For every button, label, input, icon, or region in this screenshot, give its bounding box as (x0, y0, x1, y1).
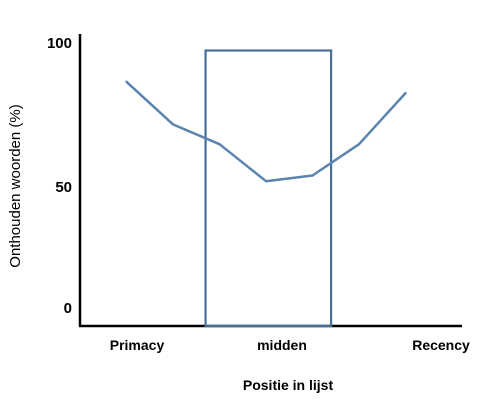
y-axis-title: Onthouden woorden (%) (7, 104, 24, 267)
data-point-5 (311, 174, 314, 177)
x-category-label-1: Primacy (110, 337, 165, 353)
x-axis-title: Positie in lijst (243, 377, 334, 393)
data-point-1 (125, 80, 128, 83)
data-point-6 (357, 143, 361, 146)
x-category-label-2: midden (257, 337, 307, 353)
y-ticks: 0 50 100 (47, 35, 72, 317)
data-point-4 (264, 179, 268, 183)
y-tick-label-100: 100 (47, 35, 72, 52)
data-point-7 (404, 91, 407, 95)
middle-highlight-box (204, 49, 333, 328)
series-line (125, 80, 407, 183)
data-point-2 (171, 123, 175, 126)
points-layer (125, 80, 407, 183)
y-tick-label-0: 0 (64, 300, 72, 317)
data-point-3 (218, 143, 221, 146)
y-tick-label-50: 50 (55, 179, 72, 196)
x-categories: Primacy midden Recency (110, 337, 470, 353)
x-category-label-3: Recency (412, 337, 470, 353)
